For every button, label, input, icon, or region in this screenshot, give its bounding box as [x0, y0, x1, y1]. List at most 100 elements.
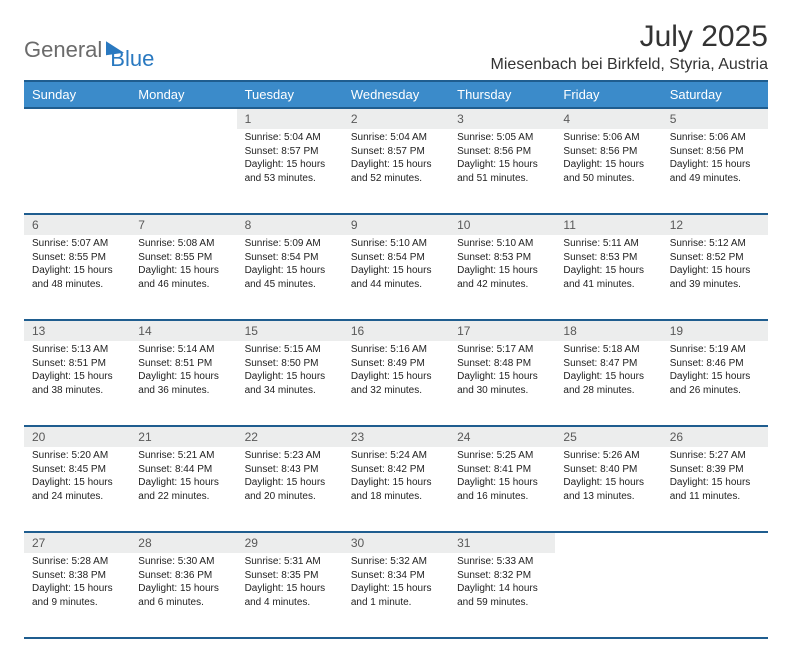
daynum: 15 — [237, 321, 343, 341]
daynum: 20 — [24, 427, 130, 447]
daynum: 3 — [449, 109, 555, 129]
daynum-cell: 26 — [662, 426, 768, 447]
daynum-cell: 14 — [130, 320, 236, 341]
day-body: Sunrise: 5:06 AMSunset: 8:56 PMDaylight:… — [662, 129, 768, 191]
daynum-cell: 16 — [343, 320, 449, 341]
week-daynum-row: 2728293031 — [24, 532, 768, 553]
daynum — [555, 533, 661, 553]
week-body-row: Sunrise: 5:20 AMSunset: 8:45 PMDaylight:… — [24, 447, 768, 532]
daynum-cell: 29 — [237, 532, 343, 553]
daynum: 14 — [130, 321, 236, 341]
day-body: Sunrise: 5:21 AMSunset: 8:44 PMDaylight:… — [130, 447, 236, 509]
dayname-sat: Saturday — [662, 81, 768, 108]
daynum — [24, 109, 130, 129]
calendar-body: 12345Sunrise: 5:04 AMSunset: 8:57 PMDayl… — [24, 108, 768, 638]
dayname-sun: Sunday — [24, 81, 130, 108]
daynum-cell: 20 — [24, 426, 130, 447]
daynum-cell: 7 — [130, 214, 236, 235]
day-body: Sunrise: 5:10 AMSunset: 8:54 PMDaylight:… — [343, 235, 449, 297]
day-cell: Sunrise: 5:19 AMSunset: 8:46 PMDaylight:… — [662, 341, 768, 426]
day-cell: Sunrise: 5:13 AMSunset: 8:51 PMDaylight:… — [24, 341, 130, 426]
day-body: Sunrise: 5:30 AMSunset: 8:36 PMDaylight:… — [130, 553, 236, 615]
daynum-cell: 8 — [237, 214, 343, 235]
daynum: 26 — [662, 427, 768, 447]
daynum: 16 — [343, 321, 449, 341]
daynum-cell: 15 — [237, 320, 343, 341]
calendar-page: General Blue July 2025 Miesenbach bei Bi… — [0, 0, 792, 659]
day-body: Sunrise: 5:23 AMSunset: 8:43 PMDaylight:… — [237, 447, 343, 509]
dayname-fri: Friday — [555, 81, 661, 108]
daynum-cell — [662, 532, 768, 553]
day-cell: Sunrise: 5:17 AMSunset: 8:48 PMDaylight:… — [449, 341, 555, 426]
daynum-cell: 19 — [662, 320, 768, 341]
dayname-mon: Monday — [130, 81, 236, 108]
daynum-cell — [555, 532, 661, 553]
daynum-cell — [24, 108, 130, 129]
day-cell: Sunrise: 5:27 AMSunset: 8:39 PMDaylight:… — [662, 447, 768, 532]
daynum-cell: 31 — [449, 532, 555, 553]
title-block: July 2025 Miesenbach bei Birkfeld, Styri… — [491, 20, 768, 74]
day-body: Sunrise: 5:20 AMSunset: 8:45 PMDaylight:… — [24, 447, 130, 509]
daynum: 27 — [24, 533, 130, 553]
daynum: 10 — [449, 215, 555, 235]
logo-text-general: General — [24, 37, 102, 63]
day-body: Sunrise: 5:24 AMSunset: 8:42 PMDaylight:… — [343, 447, 449, 509]
daynum-cell: 23 — [343, 426, 449, 447]
day-cell: Sunrise: 5:24 AMSunset: 8:42 PMDaylight:… — [343, 447, 449, 532]
daynum: 29 — [237, 533, 343, 553]
daynum: 25 — [555, 427, 661, 447]
week-body-row: Sunrise: 5:07 AMSunset: 8:55 PMDaylight:… — [24, 235, 768, 320]
calendar-table: Sunday Monday Tuesday Wednesday Thursday… — [24, 80, 768, 639]
daynum-cell — [130, 108, 236, 129]
logo-triangle-icon — [106, 39, 124, 56]
day-cell: Sunrise: 5:18 AMSunset: 8:47 PMDaylight:… — [555, 341, 661, 426]
day-body: Sunrise: 5:04 AMSunset: 8:57 PMDaylight:… — [343, 129, 449, 191]
day-body: Sunrise: 5:12 AMSunset: 8:52 PMDaylight:… — [662, 235, 768, 297]
dayname-wed: Wednesday — [343, 81, 449, 108]
daynum-cell: 10 — [449, 214, 555, 235]
day-cell: Sunrise: 5:20 AMSunset: 8:45 PMDaylight:… — [24, 447, 130, 532]
daynum: 18 — [555, 321, 661, 341]
day-cell: Sunrise: 5:10 AMSunset: 8:54 PMDaylight:… — [343, 235, 449, 320]
daynum: 6 — [24, 215, 130, 235]
day-cell: Sunrise: 5:04 AMSunset: 8:57 PMDaylight:… — [343, 129, 449, 214]
daynum-cell: 25 — [555, 426, 661, 447]
daynum-cell: 4 — [555, 108, 661, 129]
daynum — [662, 533, 768, 553]
daynum: 7 — [130, 215, 236, 235]
header: General Blue July 2025 Miesenbach bei Bi… — [24, 20, 768, 74]
daynum-cell: 5 — [662, 108, 768, 129]
day-body: Sunrise: 5:18 AMSunset: 8:47 PMDaylight:… — [555, 341, 661, 403]
day-body: Sunrise: 5:28 AMSunset: 8:38 PMDaylight:… — [24, 553, 130, 615]
day-body: Sunrise: 5:17 AMSunset: 8:48 PMDaylight:… — [449, 341, 555, 403]
daynum: 12 — [662, 215, 768, 235]
day-cell — [24, 129, 130, 214]
daynum-cell: 2 — [343, 108, 449, 129]
day-cell: Sunrise: 5:14 AMSunset: 8:51 PMDaylight:… — [130, 341, 236, 426]
day-cell: Sunrise: 5:32 AMSunset: 8:34 PMDaylight:… — [343, 553, 449, 638]
day-body: Sunrise: 5:33 AMSunset: 8:32 PMDaylight:… — [449, 553, 555, 615]
day-body: Sunrise: 5:08 AMSunset: 8:55 PMDaylight:… — [130, 235, 236, 297]
daynum-cell: 30 — [343, 532, 449, 553]
day-body: Sunrise: 5:09 AMSunset: 8:54 PMDaylight:… — [237, 235, 343, 297]
day-cell: Sunrise: 5:06 AMSunset: 8:56 PMDaylight:… — [662, 129, 768, 214]
day-cell — [130, 129, 236, 214]
daynum: 23 — [343, 427, 449, 447]
day-cell: Sunrise: 5:25 AMSunset: 8:41 PMDaylight:… — [449, 447, 555, 532]
day-body: Sunrise: 5:19 AMSunset: 8:46 PMDaylight:… — [662, 341, 768, 403]
day-cell: Sunrise: 5:30 AMSunset: 8:36 PMDaylight:… — [130, 553, 236, 638]
daynum: 28 — [130, 533, 236, 553]
week-daynum-row: 12345 — [24, 108, 768, 129]
week-body-row: Sunrise: 5:13 AMSunset: 8:51 PMDaylight:… — [24, 341, 768, 426]
day-cell — [662, 553, 768, 638]
day-cell: Sunrise: 5:21 AMSunset: 8:44 PMDaylight:… — [130, 447, 236, 532]
day-body: Sunrise: 5:06 AMSunset: 8:56 PMDaylight:… — [555, 129, 661, 191]
daynum-cell: 18 — [555, 320, 661, 341]
day-body: Sunrise: 5:04 AMSunset: 8:57 PMDaylight:… — [237, 129, 343, 191]
daynum — [130, 109, 236, 129]
daynum-cell: 3 — [449, 108, 555, 129]
day-cell: Sunrise: 5:28 AMSunset: 8:38 PMDaylight:… — [24, 553, 130, 638]
daynum: 4 — [555, 109, 661, 129]
daynum: 17 — [449, 321, 555, 341]
day-body: Sunrise: 5:13 AMSunset: 8:51 PMDaylight:… — [24, 341, 130, 403]
